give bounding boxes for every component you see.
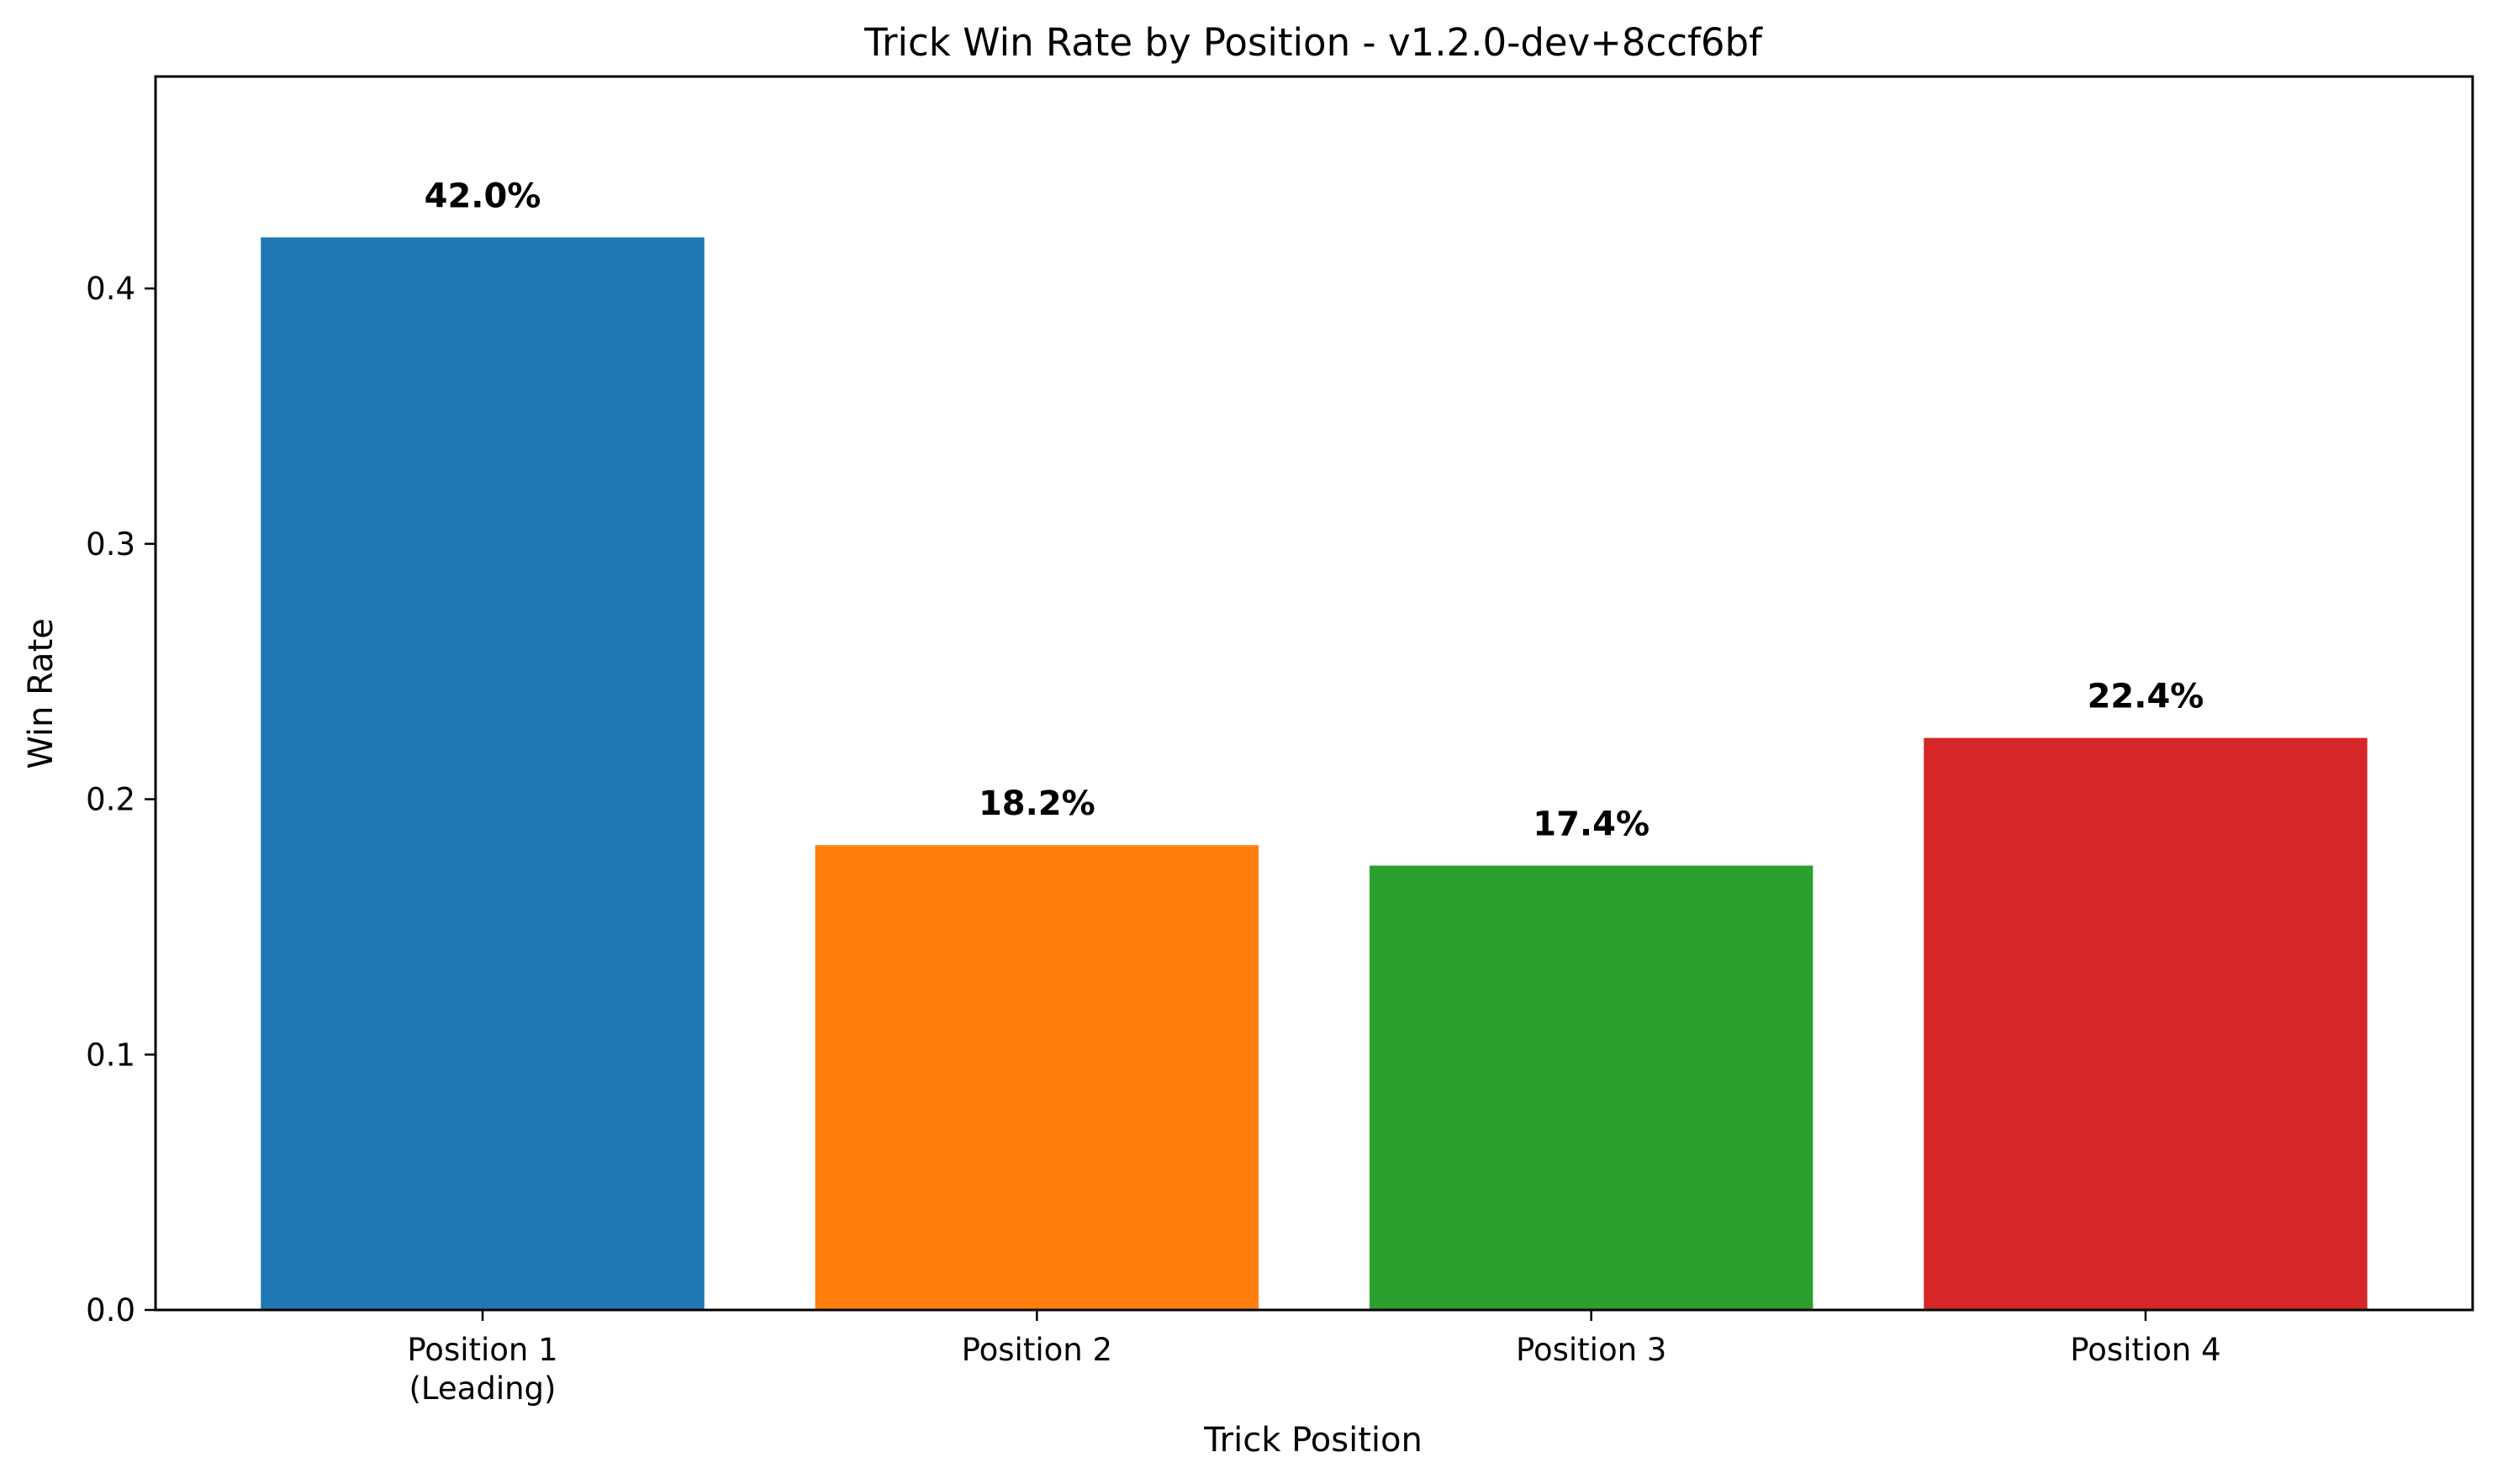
bar-4 (1924, 737, 2368, 1310)
data-labels-group: 42.0% 18.2% 17.4% 22.4% (425, 177, 2204, 843)
y-tick-label-2: 0.2 (86, 782, 135, 818)
bars-group (261, 237, 2368, 1310)
plot-frame (154, 75, 2474, 1312)
x-tick-label-3: Position 3 (1516, 1332, 1666, 1368)
data-label-2: 18.2% (979, 784, 1095, 823)
y-axis-label: Win Rate (22, 618, 61, 769)
x-tick-label-4: Position 4 (2070, 1332, 2220, 1368)
y-tick-label-1: 0.1 (86, 1037, 135, 1073)
data-label-4: 22.4% (2088, 678, 2204, 716)
chart-title: Trick Win Rate by Position - v1.2.0-dev+… (863, 20, 1763, 65)
x-axis-label: Trick Position (1203, 1421, 1423, 1460)
bar-2 (815, 845, 1259, 1310)
bar-3 (1369, 865, 1813, 1310)
y-tick-label-3: 0.3 (86, 526, 135, 562)
x-axis: Position 1 (Leading) Position 2 Position 3 P… (407, 1310, 2221, 1407)
y-tick-label-0: 0.0 (86, 1292, 135, 1328)
y-tick-label-4: 0.4 (86, 271, 135, 307)
bar-1 (261, 237, 705, 1310)
x-tick-label-2: Position 2 (962, 1332, 1112, 1368)
data-label-1: 42.0% (425, 177, 541, 215)
data-label-3: 17.4% (1533, 805, 1650, 844)
x-tick-label-1: Position 1 (Leading) (407, 1332, 557, 1407)
y-axis: 0.0 0.1 0.2 0.3 0.4 (86, 271, 156, 1328)
